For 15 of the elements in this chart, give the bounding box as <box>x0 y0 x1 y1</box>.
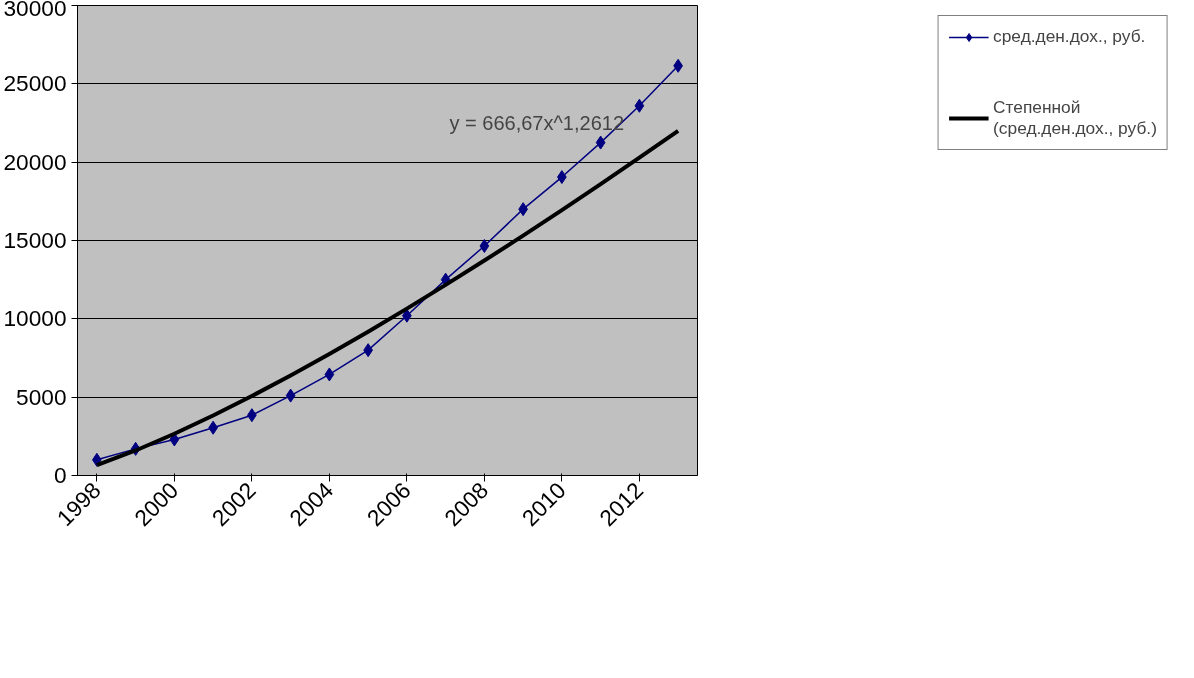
legend-label: сред.ден.дох., руб. <box>993 26 1146 47</box>
y-tick-label: 25000 <box>3 70 67 97</box>
y-tick-label: 0 <box>53 462 67 488</box>
point <box>324 367 335 382</box>
y-tick-label: 20000 <box>3 148 67 175</box>
legend-label: Степенной (сред.ден.дох., руб.) <box>993 97 1157 139</box>
point <box>479 238 490 253</box>
point <box>595 135 606 150</box>
y-tick-label: 15000 <box>3 227 67 253</box>
point <box>285 388 296 403</box>
y-tick-label: 10000 <box>3 305 67 332</box>
point <box>634 98 645 113</box>
y-tick-label: 30000 <box>3 0 67 21</box>
y-tick-label: 5000 <box>16 383 67 410</box>
annotation: y = 666,67x^1,2612 <box>449 111 625 134</box>
